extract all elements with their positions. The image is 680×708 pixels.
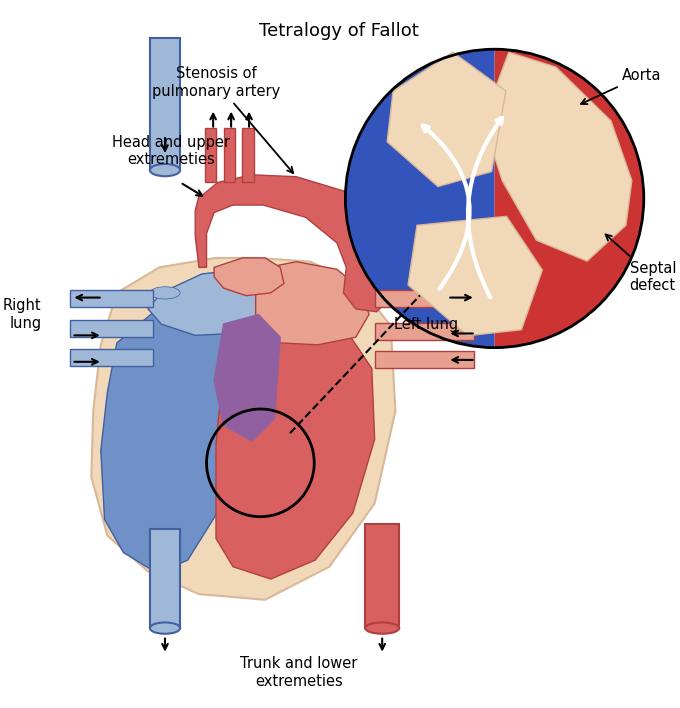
Bar: [224, 127, 235, 183]
Text: Trunk and lower
extremeties: Trunk and lower extremeties: [241, 656, 358, 689]
Bar: [365, 524, 399, 628]
Text: Aorta: Aorta: [581, 68, 662, 104]
Polygon shape: [216, 314, 375, 579]
Polygon shape: [148, 269, 258, 336]
Polygon shape: [214, 314, 280, 441]
Bar: [375, 351, 474, 368]
Bar: [69, 290, 153, 307]
Polygon shape: [91, 258, 395, 600]
Text: Stenosis of
pulmonary artery: Stenosis of pulmonary artery: [152, 67, 293, 173]
Polygon shape: [214, 258, 284, 296]
Wedge shape: [494, 50, 644, 348]
Polygon shape: [195, 175, 395, 312]
Bar: [150, 529, 180, 628]
Text: Head and upper
extremeties: Head and upper extremeties: [112, 135, 230, 167]
Polygon shape: [256, 262, 369, 345]
Bar: [69, 348, 153, 365]
Polygon shape: [387, 52, 506, 186]
Bar: [150, 38, 180, 170]
Text: Right
lung: Right lung: [3, 298, 41, 331]
Ellipse shape: [150, 622, 180, 634]
Text: Tetralogy of Fallot: Tetralogy of Fallot: [259, 22, 419, 40]
Ellipse shape: [365, 622, 399, 634]
Text: Left lung: Left lung: [394, 316, 458, 331]
Ellipse shape: [150, 287, 180, 299]
Bar: [205, 127, 216, 183]
Polygon shape: [408, 217, 543, 336]
Polygon shape: [483, 52, 632, 261]
Bar: [69, 320, 153, 337]
Bar: [375, 323, 474, 340]
Wedge shape: [345, 50, 494, 348]
Polygon shape: [101, 302, 239, 573]
Bar: [243, 127, 254, 183]
Text: Septal
defect: Septal defect: [606, 234, 676, 293]
Bar: [375, 290, 474, 307]
Ellipse shape: [150, 164, 180, 176]
